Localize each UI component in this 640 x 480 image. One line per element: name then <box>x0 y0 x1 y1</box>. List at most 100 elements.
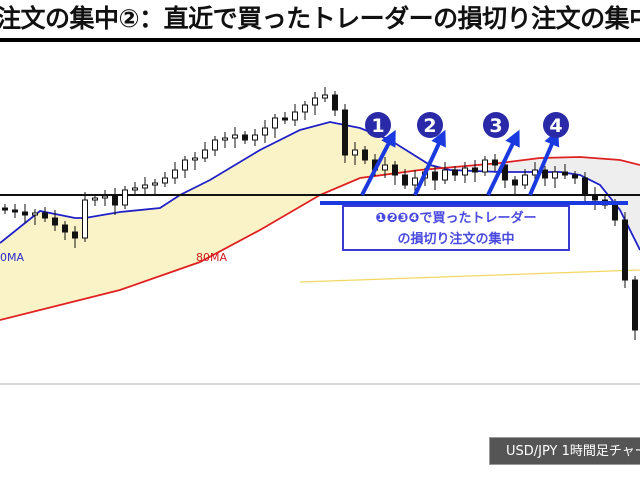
marker-3: 3 <box>483 112 509 138</box>
candle <box>482 156 488 176</box>
cloud-segment <box>252 153 256 234</box>
candle-body <box>102 195 108 199</box>
cloud-segment <box>557 157 561 172</box>
marker-number: 4 <box>549 115 562 137</box>
cloud-segment <box>20 225 23 315</box>
cloud-segment <box>580 157 583 177</box>
cloud-segment <box>272 142 276 223</box>
cloud-segment <box>127 211 131 288</box>
cloud-segment <box>467 165 471 171</box>
candle <box>162 172 168 187</box>
cloud-segment <box>567 157 571 174</box>
cloud-segment <box>507 161 511 172</box>
cloud-segment <box>590 157 593 182</box>
candle <box>172 162 178 184</box>
chart-caption: USD/JPY 1時間足チャート <box>489 437 640 465</box>
cloud-segment <box>197 185 201 263</box>
cloud-segment <box>107 213 111 294</box>
marker-circle <box>417 112 443 138</box>
cloud-segment <box>302 128 306 206</box>
cloud-segment <box>412 154 416 171</box>
candle <box>292 104 298 126</box>
cloud-segment <box>587 157 591 180</box>
candle <box>62 221 68 240</box>
cloud-segment <box>42 211 46 310</box>
cloud-segment <box>52 213 56 307</box>
candle <box>242 131 248 144</box>
cloud-segment <box>242 159 246 240</box>
candle-body <box>52 217 58 226</box>
candle-body <box>12 209 18 213</box>
candle <box>512 176 518 195</box>
cloud-segment <box>415 155 418 171</box>
cloud-segment <box>152 208 156 279</box>
candle <box>92 194 98 206</box>
candle-body <box>552 171 558 179</box>
candle <box>122 186 128 209</box>
candle-body <box>122 189 128 206</box>
candle-body <box>182 159 188 171</box>
marker-2: 2 <box>417 112 443 138</box>
candle-body <box>332 94 338 111</box>
candle-body <box>192 157 198 161</box>
cloud-segment <box>600 158 603 189</box>
candle-body <box>172 169 178 179</box>
cloud-segment <box>420 158 423 170</box>
cloud-segment <box>135 210 138 285</box>
cloud-segment <box>620 160 623 215</box>
candle <box>152 179 158 195</box>
cloud-segment <box>595 158 598 184</box>
cloud-segment <box>325 122 328 193</box>
cloud-segment <box>2 239 6 320</box>
candle <box>362 146 368 164</box>
candle-body <box>232 134 238 139</box>
cloud-segment <box>122 211 126 290</box>
candle <box>632 276 638 340</box>
cloud-segment <box>177 195 181 270</box>
cloud-segment <box>167 201 171 274</box>
cloud-segment <box>550 157 553 172</box>
candle-body <box>342 109 348 156</box>
candle <box>272 114 278 138</box>
cloud-segment <box>305 128 308 204</box>
cloud-segment <box>585 157 588 179</box>
candle <box>182 156 188 178</box>
cloud-segment <box>155 208 158 278</box>
ma-label-long: 80MA <box>196 251 228 264</box>
candle <box>342 104 348 163</box>
candle <box>522 169 528 189</box>
candle <box>462 162 468 183</box>
candle-body <box>402 174 408 186</box>
candle-body <box>142 184 148 189</box>
cloud-segment <box>40 211 43 310</box>
cloud-segment <box>70 217 73 303</box>
candle <box>72 226 78 248</box>
candle <box>452 166 458 181</box>
candle <box>592 187 598 210</box>
candle <box>552 166 558 188</box>
cloud-segment <box>30 217 33 313</box>
candle <box>52 210 58 231</box>
candle-body <box>292 111 298 121</box>
cloud-segment <box>192 187 196 265</box>
cloud-segment <box>637 164 640 250</box>
cloud-segment <box>257 150 261 232</box>
cloud-segment <box>275 141 278 222</box>
cloud-segment <box>295 131 298 210</box>
cloud-segment <box>60 215 63 305</box>
candle-body <box>542 169 548 179</box>
ma-extra-line <box>299 269 640 283</box>
arrow-3 <box>486 129 520 196</box>
candle <box>112 188 118 215</box>
cloud-segment <box>215 175 218 254</box>
cloud-segment <box>515 160 518 172</box>
candle <box>402 169 408 189</box>
candle-body <box>492 159 498 166</box>
cloud-segment <box>237 162 241 242</box>
cloud-segment <box>592 157 596 183</box>
cloud-segment <box>212 177 216 256</box>
candle <box>352 142 358 165</box>
marker-number: 1 <box>371 115 384 137</box>
cloud-segment <box>45 212 48 309</box>
cloud-segment <box>607 159 611 198</box>
